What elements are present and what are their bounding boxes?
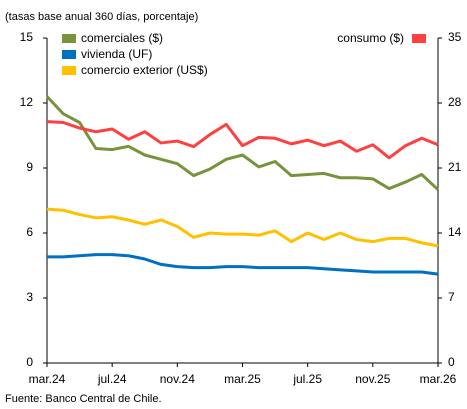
series-line <box>46 120 439 160</box>
y-tick-label: 3 <box>26 290 33 304</box>
series-line <box>45 95 440 191</box>
y-tick-label: 6 <box>26 225 33 239</box>
y-tick-label: 15 <box>20 30 34 44</box>
x-tick-label: mar.25 <box>224 372 261 386</box>
y2-tick-label: 7 <box>448 290 455 304</box>
legend-swatch <box>412 34 426 43</box>
y-tick-label: 9 <box>26 160 33 174</box>
legend-label: comerciales ($) <box>81 31 163 45</box>
x-tick-label: nov.25 <box>355 372 390 386</box>
y2-tick-label: 35 <box>448 30 462 44</box>
x-tick-label: mar.26 <box>420 372 457 386</box>
series-line <box>46 207 439 248</box>
chart-subtitle: (tasas base anual 360 días, porcentaje) <box>5 11 198 23</box>
x-tick-label: nov.24 <box>160 372 195 386</box>
y-tick-label: 12 <box>20 95 34 109</box>
y2-tick-label: 0 <box>448 355 455 369</box>
legend-label: consumo ($) <box>337 31 404 45</box>
series-line <box>47 253 439 276</box>
legend-swatch <box>62 66 76 75</box>
legend-swatch <box>62 50 76 59</box>
x-tick-label: mar.24 <box>29 372 66 386</box>
x-tick-label: jul.25 <box>292 372 322 386</box>
x-tick-label: jul.24 <box>97 372 127 386</box>
y2-tick-label: 28 <box>448 95 462 109</box>
source-note: Fuente: Banco Central de Chile. <box>5 393 162 405</box>
y2-tick-label: 21 <box>448 160 462 174</box>
legend-label: comercio exterior (US$) <box>81 63 208 77</box>
y2-tick-label: 14 <box>448 225 462 239</box>
legend-label: vivienda (UF) <box>81 47 152 61</box>
legend-swatch <box>62 34 76 43</box>
y-tick-label: 0 <box>26 355 33 369</box>
